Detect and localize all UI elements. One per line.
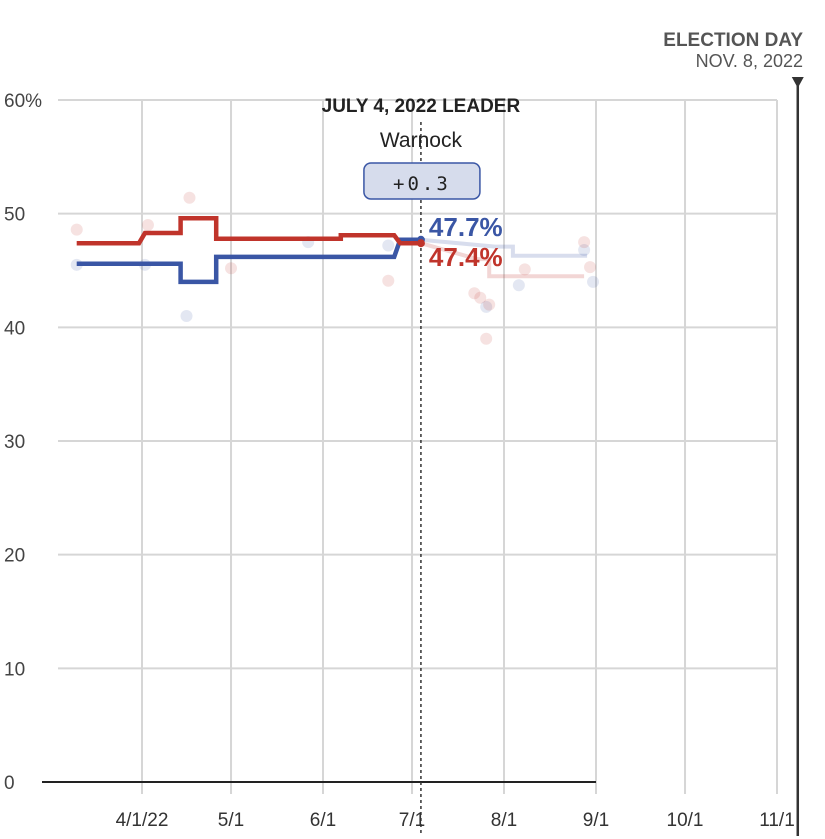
poll-dot <box>512 279 525 292</box>
y-tick-label: 40 <box>4 318 25 339</box>
series-line <box>76 237 421 285</box>
poll-dot <box>578 236 591 249</box>
poll-dots <box>70 191 600 345</box>
series-line <box>76 215 421 246</box>
x-tick-label: 7/1 <box>399 810 425 831</box>
x-tick-label: 10/1 <box>667 810 704 831</box>
margin-value: +0.3 <box>393 173 451 195</box>
poll-dot <box>180 309 193 322</box>
y-tick-label: 50 <box>4 205 25 226</box>
future-series-line <box>420 241 585 279</box>
leader-date-heading: JULY 4, 2022 LEADER <box>322 96 521 117</box>
x-tick-label: 4/1/22 <box>116 810 169 831</box>
poll-dot <box>483 298 496 311</box>
vertical-gridlines <box>141 100 778 794</box>
poll-dot <box>587 275 600 288</box>
election-day-title: ELECTION DAY <box>663 30 803 51</box>
x-tick-label: 8/1 <box>491 810 517 831</box>
election-day-marker: ELECTION DAY NOV. 8, 2022 <box>663 30 804 836</box>
poll-dot <box>225 262 238 275</box>
margin-badge <box>363 162 481 200</box>
poll-dot <box>141 219 154 232</box>
x-tick-label: 5/1 <box>218 810 244 831</box>
x-tick-label: 11/1 <box>759 810 795 831</box>
red-value-label: 47.4% <box>429 242 503 272</box>
poll-dot <box>480 300 493 313</box>
poll-dot <box>382 274 395 287</box>
red-series-marker <box>416 239 425 248</box>
poll-dot <box>70 223 83 236</box>
y-tick-label: 10 <box>4 659 25 680</box>
poll-dot <box>578 244 591 257</box>
poll-dot <box>468 287 481 300</box>
hover-readout[interactable]: JULY 4, 2022 LEADER Warnock +0.3 47.7% 4… <box>322 96 521 836</box>
election-day-arrow-icon <box>791 77 804 88</box>
election-day-date: NOV. 8, 2022 <box>696 51 803 71</box>
poll-dot <box>382 239 395 252</box>
poll-dot <box>480 332 493 345</box>
leader-name: Warnock <box>380 129 463 152</box>
y-tick-label: 30 <box>4 432 25 453</box>
poll-dot <box>183 191 196 204</box>
x-axis-ticks: 4/1/22 5/1 6/1 7/1 8/1 9/1 10/1 11/1 <box>116 810 795 831</box>
y-axis-ticks: 60% 50 40 30 20 10 0 <box>4 91 42 794</box>
x-tick-label: 9/1 <box>583 810 609 831</box>
poll-dot <box>584 261 597 274</box>
future-series-line <box>420 237 588 258</box>
x-tick-label: 6/1 <box>310 810 336 831</box>
series-lines <box>76 215 421 285</box>
poll-dot <box>518 263 531 276</box>
faded-future-lines <box>420 237 588 279</box>
horizontal-gridlines <box>58 99 777 670</box>
blue-value-label: 47.7% <box>429 212 503 242</box>
y-tick-label: 60% <box>4 91 42 112</box>
y-tick-label: 20 <box>4 546 25 567</box>
y-tick-label: 0 <box>4 773 15 794</box>
poll-dot <box>474 291 487 304</box>
